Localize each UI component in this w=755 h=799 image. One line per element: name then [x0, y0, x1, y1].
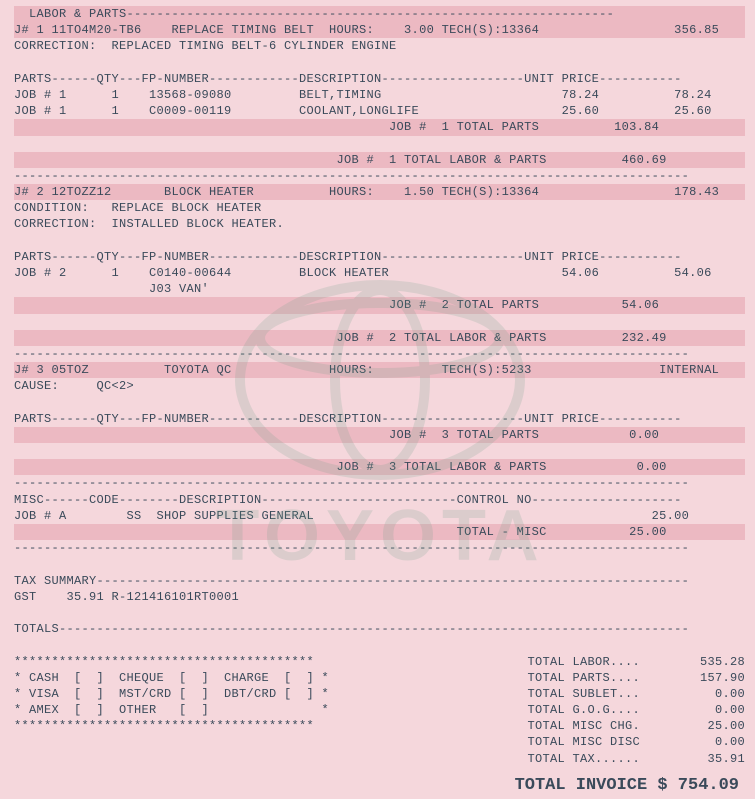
total-misc-chg: TOTAL MISC CHG. 25.00	[344, 718, 745, 734]
job2-part1: JOB # 2 1 C0140-00644 BLOCK HEATER 54.06…	[14, 265, 745, 281]
pay-stars-top: ****************************************	[14, 654, 344, 670]
pay-visa: * VISA [ ] MST/CRD [ ] DBT/CRD [ ] *	[14, 686, 344, 702]
job2-part2: J03 VAN'	[14, 281, 745, 297]
job3-total-parts: JOB # 3 TOTAL PARTS 0.00	[14, 427, 745, 443]
job2-parts-header: PARTS------QTY---FP-NUMBER------------DE…	[14, 249, 745, 265]
total-misc-disc: TOTAL MISC DISC 0.00	[344, 734, 745, 750]
job3-parts-header: PARTS------QTY---FP-NUMBER------------DE…	[14, 411, 745, 427]
job1-part1: JOB # 1 1 13568-09080 BELT,TIMING 78.24 …	[14, 87, 745, 103]
misc-row: JOB # A SS SHOP SUPPLIES GENERAL 25.00	[14, 508, 745, 524]
job1-part2: JOB # 1 1 C0009-00119 COOLANT,LONGLIFE 2…	[14, 103, 745, 119]
totals-header: TOTALS----------------------------------…	[14, 621, 745, 637]
total-invoice: TOTAL INVOICE $ 754.09	[14, 775, 745, 798]
job1-correction: CORRECTION: REPLACED TIMING BELT-6 CYLIN…	[14, 38, 745, 54]
separator2: ----------------------------------------…	[14, 346, 745, 362]
job3-cause: CAUSE: QC<2>	[14, 378, 745, 394]
separator1: ----------------------------------------…	[14, 168, 745, 184]
total-sublet: TOTAL SUBLET... 0.00	[344, 686, 745, 702]
misc-header: MISC------CODE--------DESCRIPTION-------…	[14, 492, 745, 508]
pay-amex: * AMEX [ ] OTHER [ ] *	[14, 702, 344, 718]
total-labor: TOTAL LABOR.... 535.28	[344, 654, 745, 670]
total-parts: TOTAL PARTS.... 157.90	[344, 670, 745, 686]
pay-stars-bottom: ****************************************	[14, 718, 344, 734]
job1-total-labor-parts: JOB # 1 TOTAL LABOR & PARTS 460.69	[14, 152, 745, 168]
total-tax: TOTAL TAX...... 35.91	[344, 751, 745, 767]
separator4: ----------------------------------------…	[14, 540, 745, 556]
job2-correction: CORRECTION: INSTALLED BLOCK HEATER.	[14, 216, 745, 232]
misc-total: TOTAL - MISC 25.00	[14, 524, 745, 540]
job2-total-labor-parts: JOB # 2 TOTAL LABOR & PARTS 232.49	[14, 330, 745, 346]
total-gog: TOTAL G.O.G.... 0.00	[344, 702, 745, 718]
job1-parts-header: PARTS------QTY---FP-NUMBER------------DE…	[14, 71, 745, 87]
job1-total-parts: JOB # 1 TOTAL PARTS 103.84	[14, 119, 745, 135]
job2-line: J# 2 12TOZZ12 BLOCK HEATER HOURS: 1.50 T…	[14, 184, 745, 200]
labor-parts-header: LABOR & PARTS---------------------------…	[14, 6, 745, 22]
job1-line: J# 1 11TO4M20-TB6 REPLACE TIMING BELT HO…	[14, 22, 745, 38]
tax-summary-header: TAX SUMMARY-----------------------------…	[14, 573, 745, 589]
job3-total-labor-parts: JOB # 3 TOTAL LABOR & PARTS 0.00	[14, 459, 745, 475]
job2-condition: CONDITION: REPLACE BLOCK HEATER	[14, 200, 745, 216]
tax-gst: GST 35.91 R-121416101RT0001	[14, 589, 745, 605]
job2-total-parts: JOB # 2 TOTAL PARTS 54.06	[14, 297, 745, 313]
separator3: ----------------------------------------…	[14, 475, 745, 491]
pay-cash: * CASH [ ] CHEQUE [ ] CHARGE [ ] *	[14, 670, 344, 686]
job3-line: J# 3 05TOZ TOYOTA QC HOURS: TECH(S):5233…	[14, 362, 745, 378]
